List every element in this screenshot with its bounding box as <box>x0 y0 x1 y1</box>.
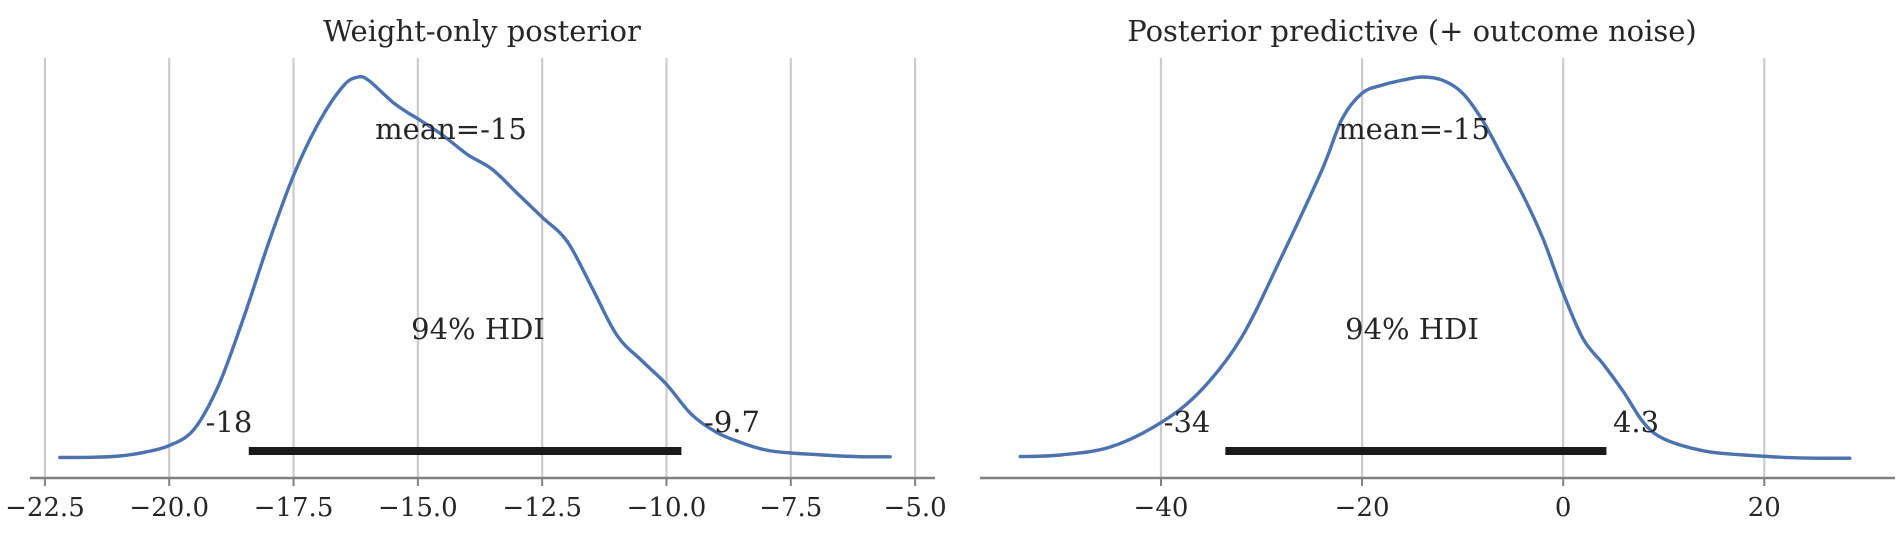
x-tick-label-weight-only-5: −10.0 <box>627 493 707 523</box>
x-tick-label-posterior-predictive-2: 0 <box>1555 493 1572 523</box>
hdi-high-label-posterior-predictive: 4.3 <box>1613 405 1659 439</box>
hdi-label-weight-only: 94% HDI <box>411 312 545 346</box>
x-tick-label-weight-only-6: −7.5 <box>759 493 822 523</box>
x-tick-label-weight-only-1: −20.0 <box>129 493 209 523</box>
panel-title-posterior-predictive: Posterior predictive (+ outcome noise) <box>1127 14 1697 48</box>
x-tick-label-weight-only-2: −17.5 <box>254 493 334 523</box>
density-curve-weight-only <box>58 74 892 460</box>
x-tick-label-weight-only-7: −5.0 <box>884 493 947 523</box>
x-tick-label-weight-only-4: −12.5 <box>502 493 582 523</box>
density-curve-posterior-predictive <box>1018 75 1852 460</box>
hdi-low-label-posterior-predictive: -34 <box>1164 405 1211 439</box>
hdi-high-label-weight-only: -9.7 <box>704 405 760 439</box>
x-ticks-weight-only: −22.5 −20.0 −17.5 −15.0 −12.5 −10.0 −7.5 −5.0 <box>5 478 947 523</box>
x-ticks-posterior-predictive: −40 −20 0 20 <box>1134 478 1781 523</box>
x-tick-label-weight-only-0: −22.5 <box>5 493 85 523</box>
mean-label-weight-only: mean=-15 <box>375 112 527 146</box>
x-tick-label-weight-only-3: −15.0 <box>378 493 458 523</box>
panel-title-weight-only: Weight-only posterior <box>323 14 641 48</box>
grid-lines <box>43 58 917 478</box>
x-tick-label-posterior-predictive-0: −40 <box>1134 493 1189 523</box>
posterior-predictive-panel: Posterior predictive (+ outcome noise) m… <box>980 14 1895 523</box>
x-tick-label-posterior-predictive-1: −20 <box>1335 493 1390 523</box>
mean-label-posterior-predictive: mean=-15 <box>1338 112 1490 146</box>
hdi-label-posterior-predictive: 94% HDI <box>1345 312 1479 346</box>
x-tick-label-posterior-predictive-3: 20 <box>1748 493 1781 523</box>
weight-only-posterior-panel: Weight-only posterior mean=-15 94% HDI -… <box>5 14 947 523</box>
hdi-low-label-weight-only: -18 <box>206 405 253 439</box>
grid-lines <box>1159 58 1766 478</box>
